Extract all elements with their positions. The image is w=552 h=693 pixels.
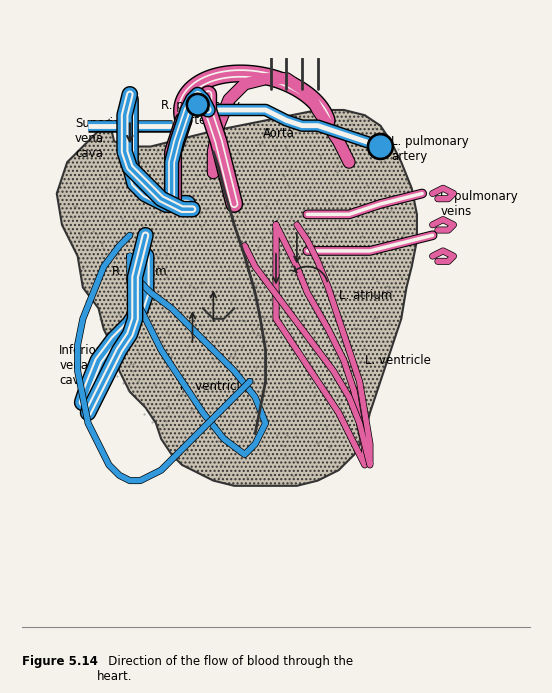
Circle shape (189, 96, 206, 114)
Circle shape (186, 94, 209, 116)
Text: L. pulmonary
veins: L. pulmonary veins (440, 190, 518, 218)
Text: L. ventricle: L. ventricle (365, 354, 431, 367)
Circle shape (370, 136, 391, 157)
Text: L. atrium: L. atrium (338, 289, 392, 301)
Text: R. ventricle: R. ventricle (180, 380, 247, 393)
Polygon shape (57, 110, 417, 486)
Text: Figure 5.14: Figure 5.14 (22, 655, 98, 668)
Text: R. atrium: R. atrium (112, 265, 166, 279)
Text: Inferior
vena
cava: Inferior vena cava (60, 344, 102, 387)
Text: Superior
vena
cava: Superior vena cava (75, 117, 125, 160)
Text: Direction of the flow of blood through the
heart.: Direction of the flow of blood through t… (97, 655, 353, 683)
Circle shape (367, 134, 394, 159)
Text: L. pulmonary
artery: L. pulmonary artery (391, 135, 469, 163)
Text: R. pulmonary
artery: R. pulmonary artery (161, 98, 240, 127)
Text: Aorta: Aorta (263, 127, 295, 140)
